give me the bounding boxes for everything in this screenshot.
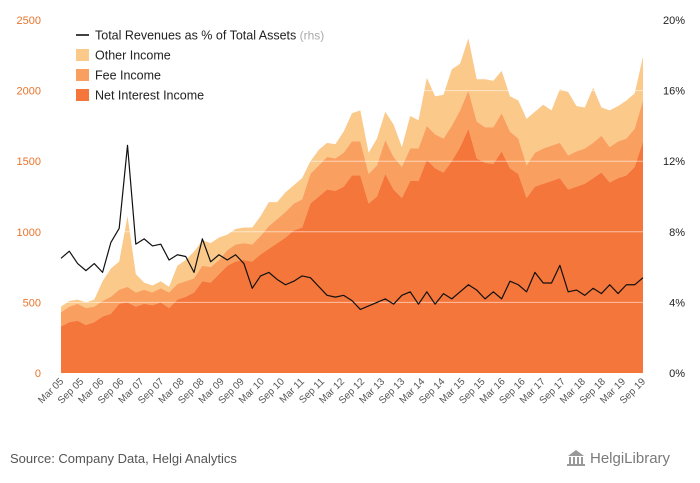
logo-text: HelgiLibrary [590, 449, 671, 467]
left-tick-label: 1000 [17, 227, 41, 239]
right-tick-label: 0% [669, 368, 685, 380]
legend: Total Revenues as % of Total Assets (rhs… [76, 29, 324, 103]
legend-item-net-interest-income[interactable]: Net Interest Income [76, 89, 204, 103]
library-building-icon [567, 450, 585, 466]
left-tick-label: 2500 [17, 15, 41, 27]
legend-swatch [76, 49, 89, 61]
right-tick-label: 12% [663, 156, 685, 168]
legend-item-fee-income[interactable]: Fee Income [76, 69, 161, 83]
legend-label: Fee Income [95, 69, 161, 83]
stacked-areas [61, 38, 643, 373]
right-tick-label: 4% [669, 297, 685, 309]
legend-label: Total Revenues as % of Total Assets (rhs… [95, 29, 324, 43]
source-note: Source: Company Data, Helgi Analytics [10, 451, 237, 466]
legend-swatch [76, 69, 89, 81]
helgi-library-logo[interactable]: HelgiLibrary [566, 449, 670, 467]
legend-item-other-income[interactable]: Other Income [76, 49, 171, 63]
area-other-income [61, 38, 643, 313]
legend-note: (rhs) [296, 29, 324, 43]
right-tick-label: 20% [663, 15, 685, 27]
revenue-ratio-line-layer [60, 144, 644, 311]
left-tick-label: 2000 [17, 86, 41, 98]
legend-item-total-revenues-as-of-total-assets[interactable]: Total Revenues as % of Total Assets (rhs… [76, 29, 324, 43]
left-tick-label: 0 [35, 368, 41, 380]
right-tick-label: 8% [669, 227, 685, 239]
area-net-interest-income [61, 128, 643, 373]
legend-label: Net Interest Income [95, 89, 204, 103]
legend-swatch [76, 89, 89, 101]
legend-label: Other Income [95, 49, 171, 63]
left-tick-label: 500 [23, 297, 41, 309]
area-fee-income [61, 90, 643, 327]
right-tick-label: 16% [663, 86, 685, 98]
right-axis: 0% 4% 8% 12% 16% 20% [663, 15, 685, 380]
line-total-revenues-as-of-total-assets [60, 144, 644, 311]
left-tick-label: 1500 [17, 156, 41, 168]
gridlines [61, 19, 643, 303]
left-axis: 0 500 1000 1500 2000 2500 [17, 15, 41, 380]
